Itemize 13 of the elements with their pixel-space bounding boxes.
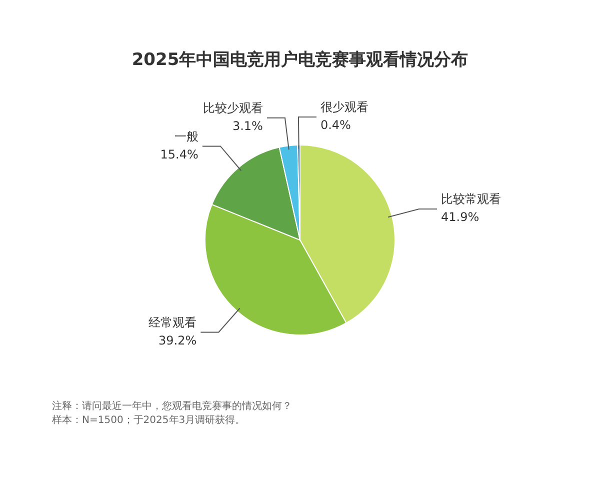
slice-label: 很少观看 xyxy=(320,100,368,114)
text: 注释：请问最近一年中，您观看电竞赛事的情况如何？ xyxy=(52,400,292,414)
slice-label: 一般 xyxy=(174,129,198,144)
chart-title: 2025年中国电竞用户电竞赛事观看情况分布 xyxy=(130,49,470,71)
data-label: 41.9% xyxy=(441,210,480,224)
data-label: 15.4% xyxy=(160,147,198,162)
data-label: 0.4% xyxy=(320,118,351,132)
text: 样本：N=1500；于2025年3月调研获得。 xyxy=(52,414,246,428)
data-label: 39.2% xyxy=(158,333,197,348)
slice-label: 经常观看 xyxy=(148,315,197,330)
slice-label: 比较常观看 xyxy=(441,192,502,206)
data-label: 3.1% xyxy=(232,119,263,134)
slice-label: 比较少观看 xyxy=(202,101,263,116)
